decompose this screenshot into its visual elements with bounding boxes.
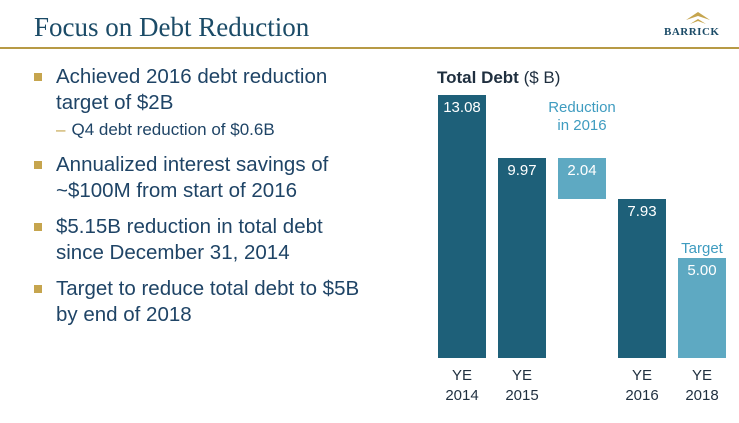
logo-icon [686,12,710,24]
bar [498,157,546,358]
x-tick-label: YE 2016 [625,367,659,404]
bullet-list: Achieved 2016 debt reduction target of $… [34,64,374,338]
header-rule [0,47,739,49]
bar [618,198,666,358]
x-tick-label: YE 2018 [685,367,719,404]
bullet-text: Annualized interest savings of ~$100M fr… [56,153,329,202]
value-label: 13.08 [443,99,481,117]
bullet: Target to reduce total debt to $5B by en… [34,276,374,328]
bar [438,95,486,358]
chart-title: Total Debt [437,68,519,87]
bullet: $5.15B reduction in total debt since Dec… [34,214,374,266]
bullet-text: $5.15B reduction in total debt since Dec… [56,215,323,264]
bullet: Achieved 2016 debt reduction target of $… [34,64,374,142]
value-label: 5.00 [687,261,717,279]
bar [678,257,726,358]
sub-bullet-text: Q4 debt reduction of $0.6B [71,120,275,139]
chart-title-row: Total Debt ($ B) [437,68,560,88]
x-tick-label: YE 2015 [505,367,539,404]
annotation: Target [681,240,723,257]
value-label: 9.97 [507,161,537,179]
annotation: Reduction in 2016 [548,99,616,134]
logo-text: BARRICK [664,26,720,38]
value-label: 2.04 [567,161,597,179]
bullet: Annualized interest savings of ~$100M fr… [34,152,374,204]
x-tick-label: YE 2014 [445,367,479,404]
sub-bullet: – Q4 debt reduction of $0.6B [56,118,374,142]
bullet-text: Achieved 2016 debt reduction target of $… [56,65,328,114]
slide-title: Focus on Debt Reduction [34,12,310,42]
bar [558,157,606,199]
chart-subtitle: ($ B) [523,68,561,87]
value-label: 7.93 [627,202,657,220]
bullet-text: Target to reduce total debt to $5B by en… [56,277,360,326]
dash: – [56,120,66,139]
